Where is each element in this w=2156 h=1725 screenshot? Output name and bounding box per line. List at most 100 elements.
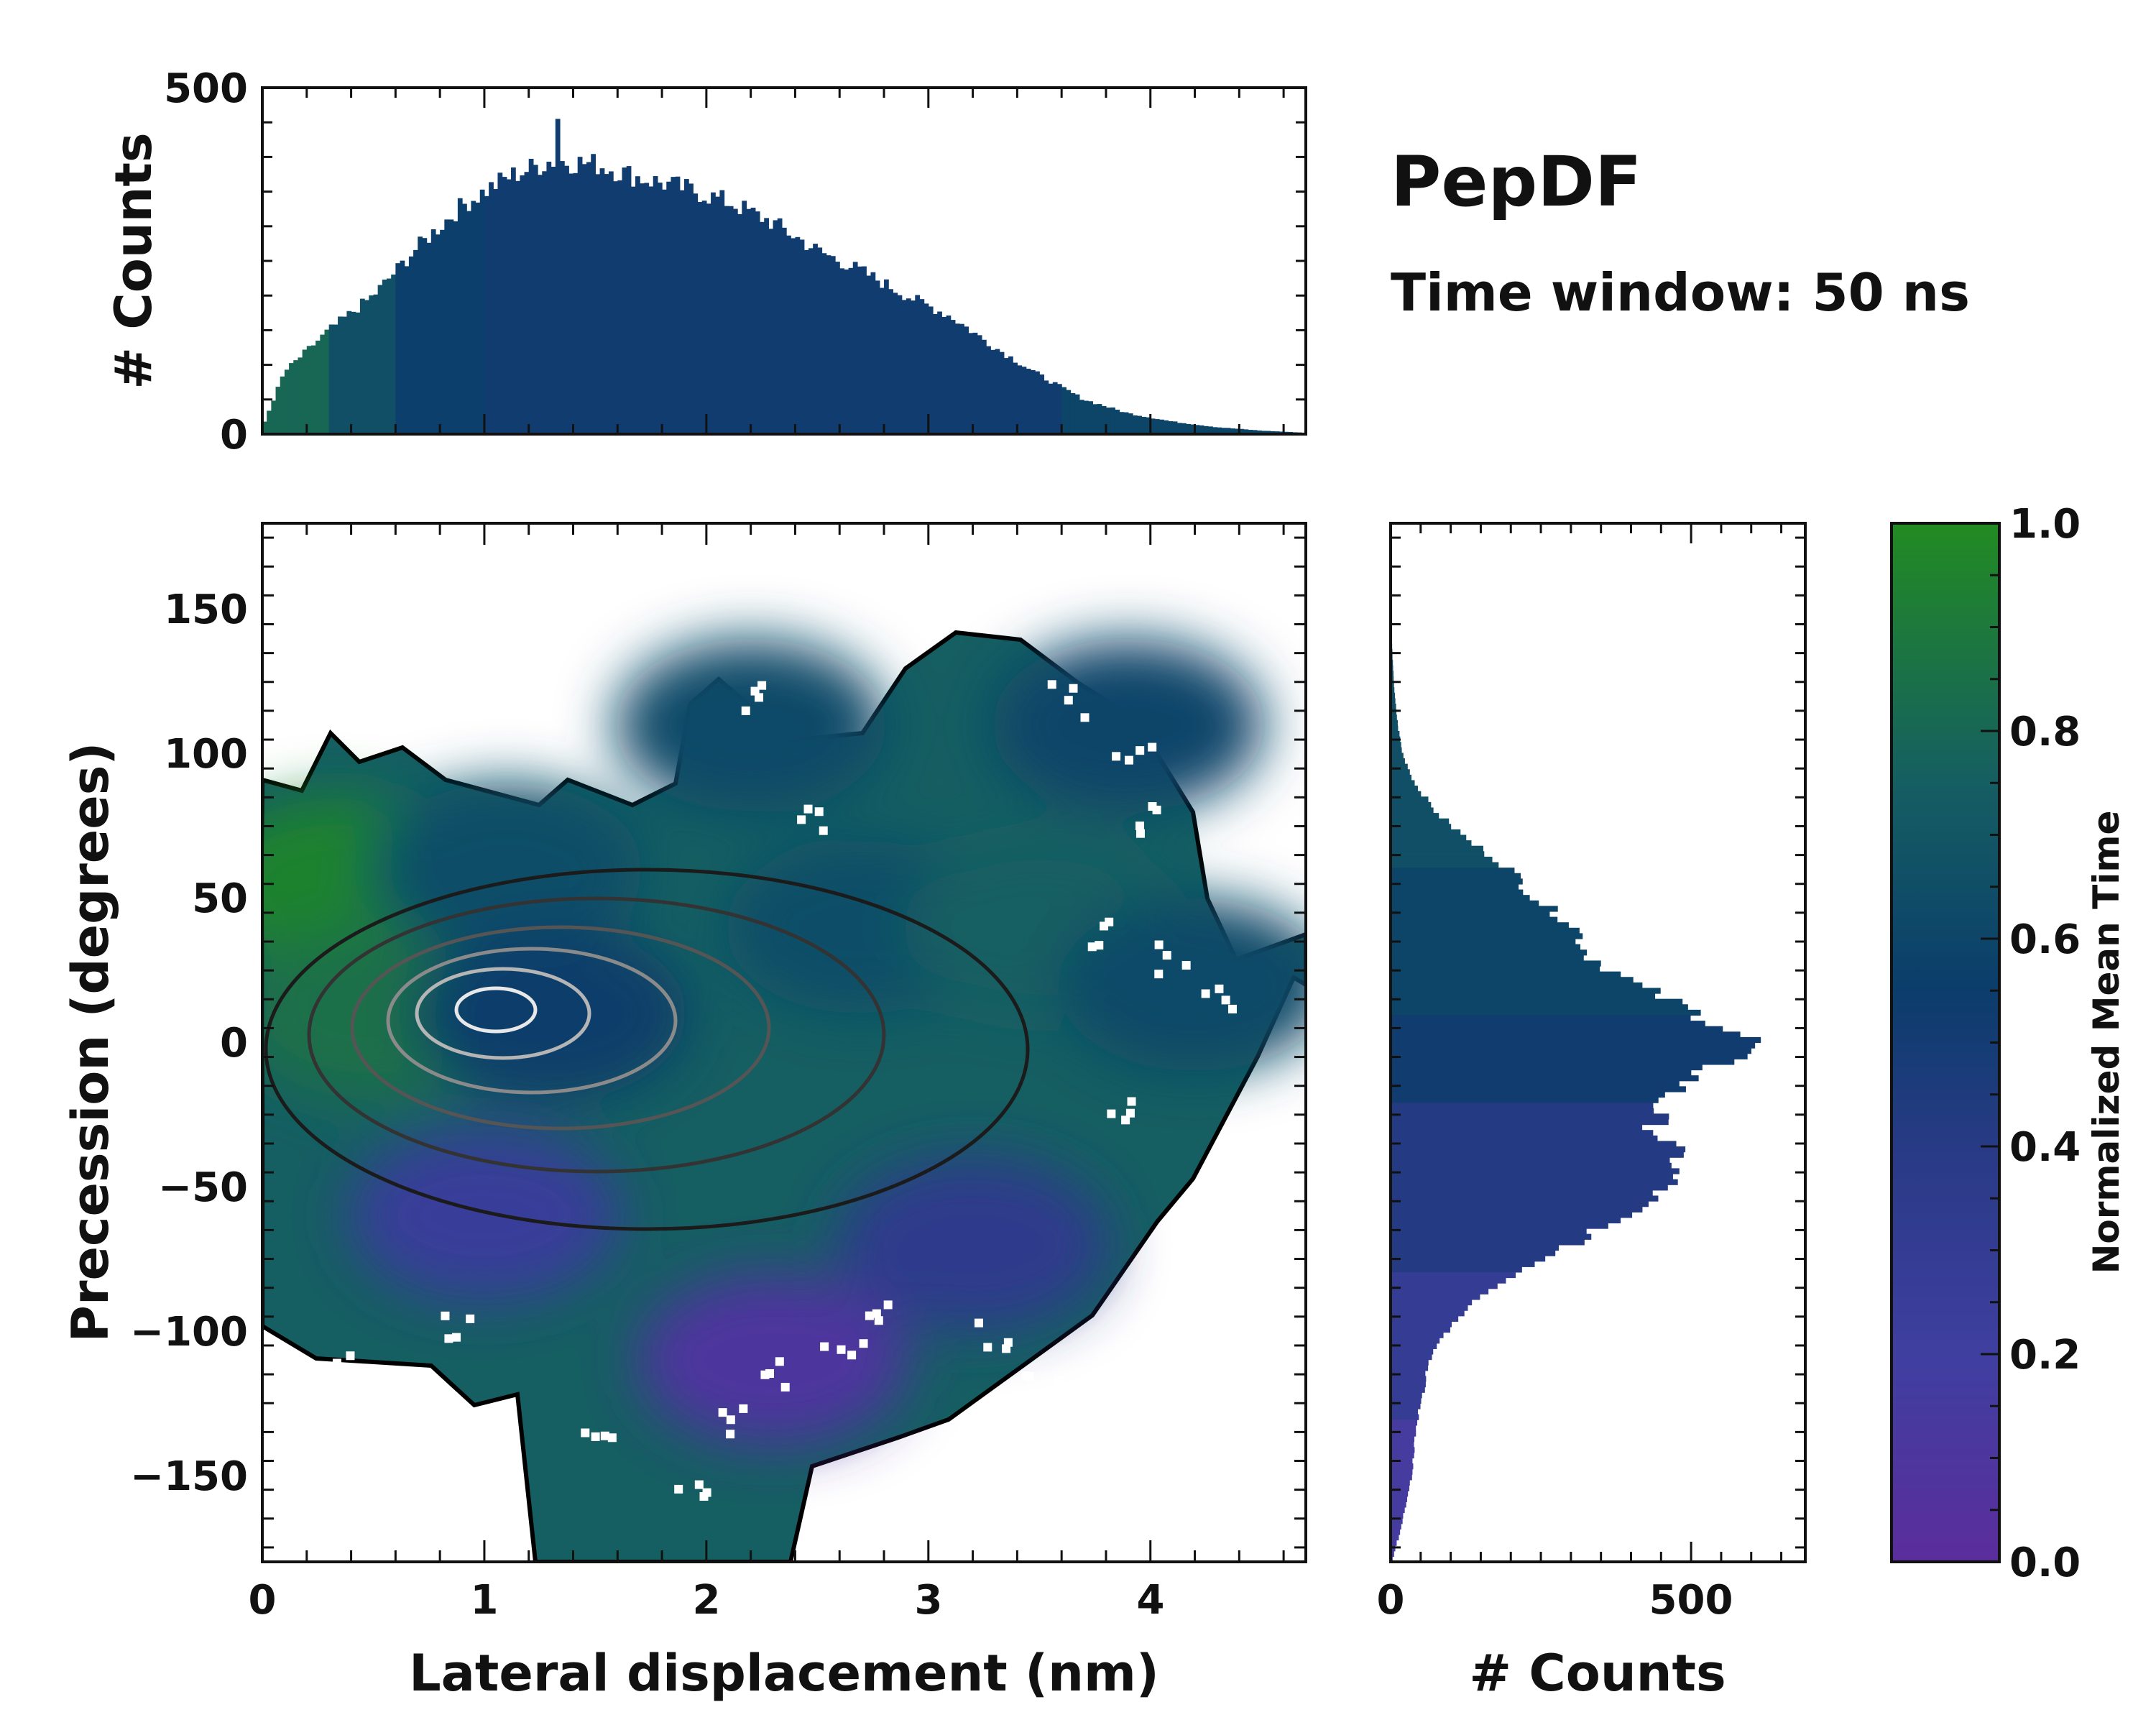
heatmap-empty-bins — [313, 680, 1237, 1501]
top-hist-bar — [839, 268, 845, 434]
top-hist-bar — [306, 346, 312, 434]
top-hist-bar — [577, 157, 583, 434]
empty-bin — [1041, 1400, 1050, 1409]
top-hist-bar — [746, 208, 752, 434]
empty-bin — [600, 1431, 609, 1440]
top-hist-bar — [400, 260, 405, 434]
main-xtick-label-2: 2 — [693, 1577, 721, 1624]
main-ytick-label-50: 50 — [192, 875, 248, 922]
top-hist-bar — [1257, 430, 1262, 434]
heatmap-region-11 — [614, 638, 888, 811]
right-hist-bar — [1391, 824, 1452, 830]
top-hist-bar — [262, 421, 267, 434]
top-hist-bar — [1003, 358, 1009, 434]
right-hist-bar — [1391, 1217, 1621, 1224]
top-histogram-bars — [262, 119, 1307, 435]
right-hist-bar — [1391, 933, 1583, 939]
top-hist-bar — [870, 272, 876, 434]
right-hist-bar — [1391, 703, 1396, 710]
empty-bin — [750, 686, 760, 696]
colorbar-tick-1.0: 1.0 — [2009, 501, 2081, 548]
top-hist-bar — [1150, 418, 1156, 434]
top-hist-bar — [764, 218, 769, 434]
right-hist-bar — [1391, 742, 1401, 748]
empty-bin — [313, 1370, 322, 1379]
empty-bin — [739, 1404, 748, 1413]
right-hist-bar — [1391, 1370, 1426, 1377]
top-hist-bar — [977, 335, 982, 434]
right-hist-bar — [1391, 1021, 1705, 1027]
empty-bin — [694, 1480, 704, 1489]
top-hist-bar — [546, 161, 552, 434]
top-hist-bar — [773, 220, 778, 434]
right-hist-bar — [1391, 954, 1584, 962]
right-hist-bar — [1391, 1048, 1751, 1054]
top-hist-bar — [267, 410, 272, 434]
empty-bin — [1215, 984, 1224, 993]
empty-bin — [718, 1408, 727, 1417]
right-hist-bar — [1391, 769, 1410, 776]
right-hist-bar — [1391, 883, 1519, 891]
top-hist-bar — [862, 266, 867, 434]
top-hist-bar — [511, 167, 516, 435]
right-hist-bar — [1391, 1338, 1440, 1344]
empty-bin — [1125, 1108, 1135, 1118]
top-hist-bar — [1008, 356, 1013, 434]
main-xtick-label-4: 4 — [1137, 1577, 1165, 1624]
right-hist-bar — [1391, 988, 1661, 994]
right-hist-bar — [1391, 1036, 1761, 1044]
empty-bin — [537, 696, 546, 706]
empty-bin — [865, 1311, 874, 1320]
top-hist-bar — [897, 295, 903, 434]
top-hist-bar — [520, 175, 525, 434]
top-hist-bar — [648, 186, 654, 434]
top-hist-bar — [688, 183, 694, 434]
top-hist-bar — [280, 376, 285, 434]
right-hist-bar — [1391, 1103, 1654, 1109]
main-xtick-label-1: 1 — [471, 1577, 499, 1624]
top-hist-bar — [919, 299, 925, 434]
top-hist-bar — [302, 349, 308, 434]
empty-bin — [883, 1300, 893, 1310]
right-hist-bar — [1391, 1425, 1416, 1432]
right-hist-bar — [1391, 1015, 1691, 1021]
top-hist-bar — [671, 177, 676, 434]
top-hist-bar — [1208, 426, 1213, 434]
top-hist-bar — [857, 266, 862, 434]
top-hist-bar — [338, 316, 343, 434]
top-hist-bar — [1044, 380, 1049, 434]
right-hist-bar — [1391, 1075, 1699, 1082]
empty-bin — [819, 826, 828, 835]
right-hist-bar — [1391, 862, 1499, 868]
top-hist-bar — [911, 300, 916, 434]
right-histogram-xlabel: # Counts — [1469, 1644, 1726, 1703]
top-hist-bar — [781, 227, 787, 434]
right-hist-bar — [1391, 1386, 1425, 1393]
top-hist-bar — [351, 311, 356, 434]
figure-subtitle: Time window: 50 ns — [1391, 262, 1970, 323]
right-hist-bar — [1391, 840, 1472, 847]
density-contours — [264, 868, 1030, 1231]
top-hist-bar — [1203, 426, 1209, 434]
figure-title: PepDF — [1391, 142, 1641, 222]
top-histogram-panel: 500 0 # Counts — [104, 65, 1307, 459]
right-hist-bar — [1391, 725, 1399, 732]
right-histogram-panel: 0 500 # Counts — [1377, 522, 1807, 1703]
contour-mid-inner — [386, 947, 678, 1095]
right-hist-bar — [1391, 1168, 1680, 1174]
top-hist-bar — [803, 249, 809, 434]
right-hist-bar — [1391, 960, 1601, 967]
heatmap-region-9 — [1058, 898, 1306, 1072]
top-hist-bar — [1084, 400, 1089, 434]
top-hist-bar — [626, 166, 632, 434]
top-hist-bar — [1212, 427, 1218, 434]
right-hist-bar — [1391, 1403, 1421, 1409]
top-hist-bar — [1092, 404, 1098, 434]
top-hist-bar — [506, 179, 512, 434]
right-hist-bar — [1391, 977, 1634, 983]
right-hist-bar — [1391, 1228, 1587, 1235]
heatmap-region-8 — [836, 1158, 1110, 1331]
top-hist-bar — [475, 202, 481, 434]
top-hist-bar — [542, 171, 548, 434]
right-hist-bar — [1391, 906, 1558, 912]
